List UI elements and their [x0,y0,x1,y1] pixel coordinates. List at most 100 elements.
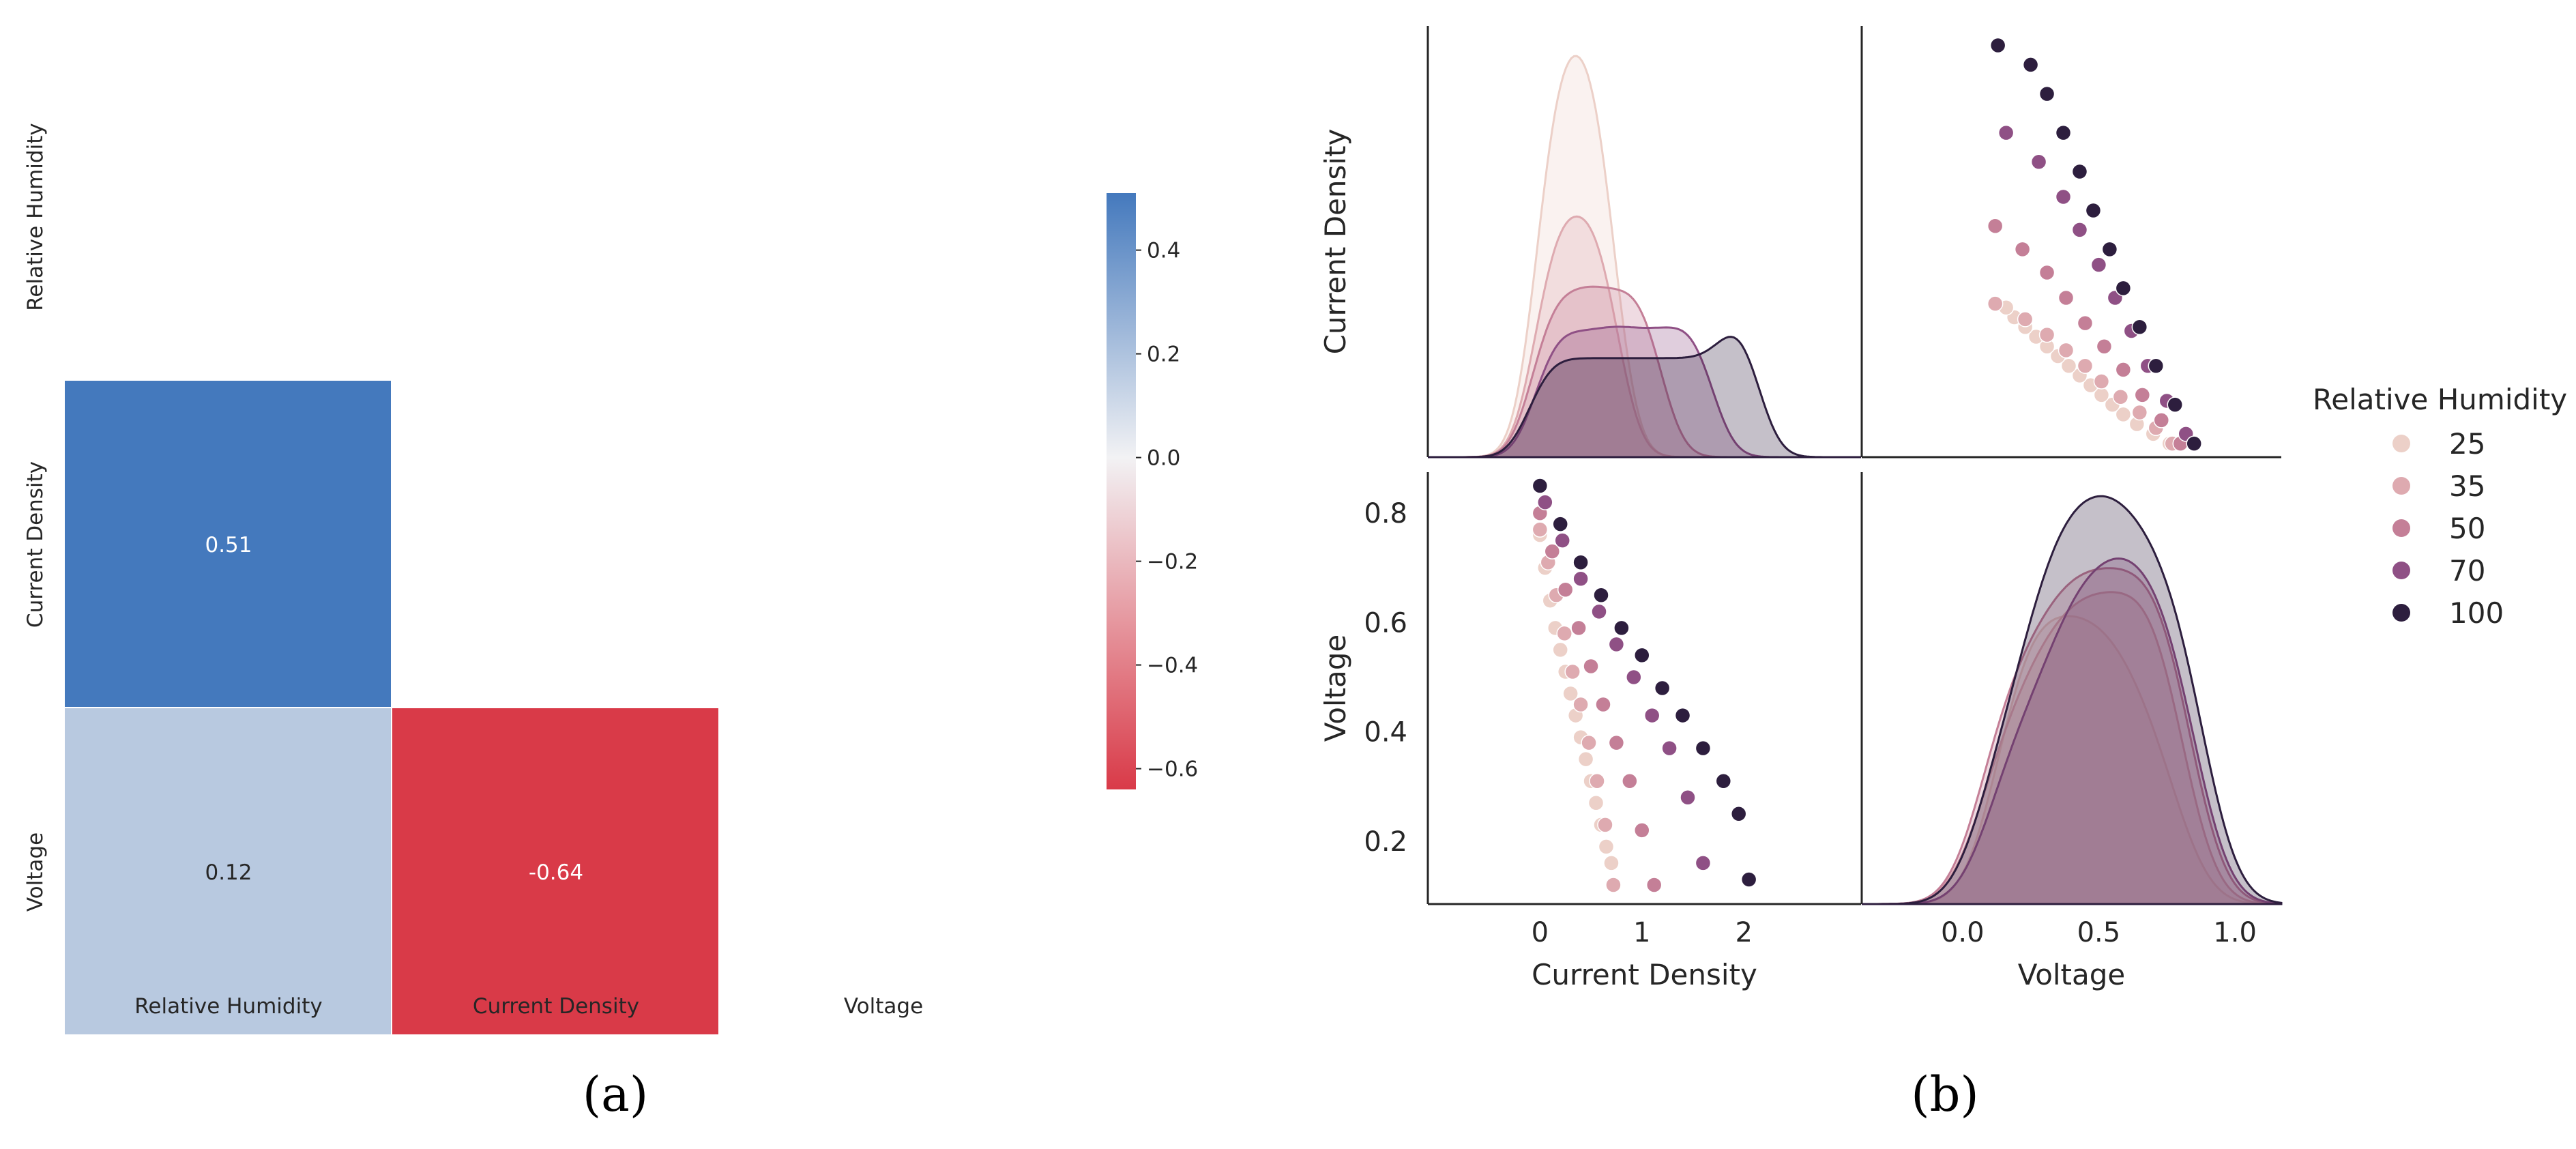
panel-label-b: (b) [1911,1066,1978,1122]
heatmap-column-label: Relative Humidity [134,994,322,1019]
heatmap-cell-label: -0.64 [529,860,583,885]
heatmap-cell [392,708,718,1034]
density-vs-voltage-point-70 [2090,257,2107,273]
colorbar-tick-label: 0.0 [1147,446,1180,471]
y-tick-label: 0.8 [1364,498,1407,529]
colorbar-tick-label: 0.2 [1147,343,1180,367]
voltage-vs-density-point-70 [1661,740,1678,757]
voltage-vs-density-point-35 [1572,696,1589,713]
voltage-vs-density-point-70 [1572,570,1589,587]
voltage-vs-density-point-100 [1730,806,1747,822]
density-vs-voltage-point-35 [2093,373,2110,390]
density-vs-voltage-point-50 [2134,387,2151,403]
voltage-vs-density-point-25 [1598,839,1615,855]
x-tick-label: 0.0 [1941,917,1985,948]
density-vs-voltage-point-50 [2077,315,2094,332]
colorbar: 0.4 0.2 0.0 −0.2 −0.4 −0.6 [1107,193,1198,789]
density-vs-voltage-point-100 [1989,37,2006,54]
x-tick-label: 1.0 [2213,917,2257,948]
density-vs-voltage-point-50 [2038,264,2055,281]
voltage-vs-density-point-70 [1537,494,1553,510]
voltage-vs-density-point-35 [1581,734,1597,751]
density-vs-voltage-point-100 [2186,435,2202,452]
legend-marker-70 [2392,562,2410,579]
x-tick-label: 0.5 [2077,917,2121,948]
voltage-vs-density-point-50 [1622,772,1638,789]
voltage-vs-density-point-50 [1608,734,1625,751]
density-vs-voltage-point-35 [2017,311,2034,328]
density-vs-voltage-point-50 [2058,289,2075,306]
y-tick-label: 0.2 [1364,826,1407,858]
density-vs-voltage-point-35 [2038,326,2055,343]
legend-marker-25 [2392,435,2410,452]
density-vs-voltage-point-100 [2038,85,2055,102]
legend-label-35: 35 [2449,469,2485,503]
voltage-vs-density-point-70 [1680,789,1696,806]
voltage-vs-density-point-100 [1674,707,1691,724]
density-vs-voltage-point-100 [2055,124,2072,141]
legend-marker-35 [2392,477,2410,495]
x-axis-label: Current Density [1532,958,1757,991]
voltage-vs-density-point-70 [1591,603,1607,620]
voltage-vs-density-point-25 [1562,685,1579,702]
density-vs-voltage-point-50 [1987,218,2004,234]
voltage-vs-density-point-100 [1634,647,1650,664]
voltage-vs-density-point-35 [1564,663,1581,680]
legend-label-25: 25 [2449,427,2485,461]
density-vs-voltage-point-50 [2014,241,2031,258]
heatmap-cell [65,381,391,707]
legend-label-50: 50 [2449,512,2485,545]
voltage-vs-density-point-35 [1597,817,1613,833]
x-axis-label: Voltage [2018,958,2126,991]
legend-title: Relative Humidity [2313,383,2567,416]
y-tick-label: 0.4 [1364,717,1407,748]
density-vs-voltage-point-25 [2115,406,2132,423]
voltage-vs-density-point-100 [1654,680,1671,697]
density-vs-voltage-point-35 [2131,404,2148,421]
density-vs-voltage-point-100 [2131,319,2148,336]
heatmap-cell [65,708,391,1034]
x-tick-label: 2 [1735,917,1752,948]
voltage-vs-density-point-100 [1532,478,1549,494]
density-vs-voltage-point-35 [2058,342,2075,359]
voltage-kde-100 [1862,495,2283,905]
heatmap-row-label: Relative Humidity [23,123,48,310]
voltage-kde-50 [1862,567,2283,905]
voltage-vs-density-point-70 [1608,636,1625,653]
voltage-vs-density-point-50 [1544,543,1561,559]
colorbar-tick-label: −0.4 [1147,654,1198,678]
density-vs-voltage-point-50 [2096,338,2113,355]
density-vs-voltage-point-70 [2030,154,2047,171]
density-vs-voltage-point-25 [2060,358,2077,374]
colorbar-tick-label: 0.4 [1147,239,1180,263]
y-axis-label: Current Density [1319,129,1352,355]
voltage-vs-density-point-50 [1595,696,1611,713]
voltage-vs-density-point-50 [1645,877,1663,893]
legend-marker-50 [2392,519,2410,537]
voltage-kde-70 [1862,557,2283,905]
density-vs-voltage-point-50 [2115,362,2132,378]
heatmap-column-label: Voltage [844,994,923,1019]
heatmap-cell-label: 0.51 [205,533,252,557]
density-vs-voltage-point-100 [2148,358,2165,374]
heatmap-cell-label: 0.12 [205,860,252,885]
heatmap-row-label: Voltage [23,832,48,912]
legend-marker-100 [2392,604,2410,622]
y-axis-label: Voltage [1319,635,1352,742]
heatmap-column-label: Current Density [473,994,639,1019]
voltage-vs-density-point-25 [1552,641,1568,658]
density-vs-voltage-point-100 [2101,241,2118,258]
voltage-vs-density-point-35 [1556,625,1572,642]
colorbar-bar [1107,193,1136,789]
colorbar-tick-label: −0.2 [1147,550,1198,574]
voltage-vs-density-point-70 [1643,707,1660,724]
voltage-vs-density-point-100 [1613,620,1630,637]
heatmap-column-labels: Relative Humidity Current Density Voltage [134,994,923,1019]
voltage-vs-density-point-25 [1577,751,1594,768]
correlation-heatmap: 0.51 0.12 -0.64 Relative Humidity Current D… [23,123,1198,1034]
pairplot: 0.00.51.01.52.00.20.40.60.80120.00.51.0C… [1319,26,2567,991]
voltage-vs-density-point-100 [1572,554,1589,570]
heatmap-row-label: Current Density [23,461,48,628]
density-vs-voltage-point-35 [2077,358,2094,374]
x-tick-label: 0 [1532,917,1549,948]
